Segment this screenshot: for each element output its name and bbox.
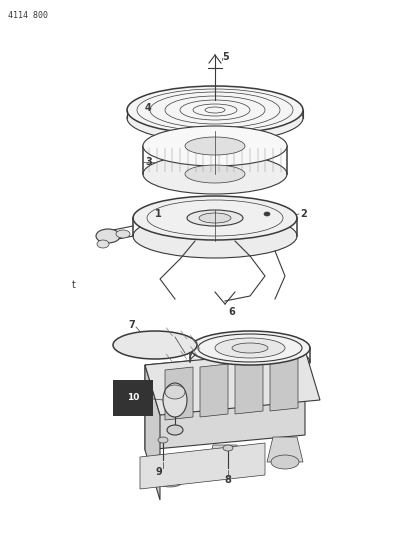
Ellipse shape [116, 230, 130, 238]
Ellipse shape [190, 331, 310, 365]
Polygon shape [207, 445, 243, 470]
Ellipse shape [199, 213, 231, 223]
Ellipse shape [215, 338, 285, 358]
Ellipse shape [143, 126, 287, 166]
Ellipse shape [271, 455, 299, 469]
Text: 2: 2 [300, 209, 307, 219]
Ellipse shape [211, 463, 239, 477]
Polygon shape [145, 365, 160, 500]
Ellipse shape [127, 94, 303, 142]
Ellipse shape [232, 343, 268, 353]
Polygon shape [267, 437, 303, 462]
Polygon shape [270, 358, 298, 411]
Ellipse shape [185, 137, 245, 155]
Ellipse shape [165, 385, 185, 399]
Polygon shape [145, 350, 305, 450]
Polygon shape [145, 350, 320, 415]
Text: 10: 10 [127, 393, 139, 402]
Ellipse shape [133, 214, 297, 258]
Ellipse shape [97, 240, 109, 248]
Text: 7: 7 [128, 320, 135, 330]
Ellipse shape [156, 473, 184, 487]
Text: t: t [72, 280, 76, 290]
Ellipse shape [113, 331, 197, 359]
Ellipse shape [158, 437, 168, 443]
Ellipse shape [127, 86, 303, 134]
Text: 8: 8 [224, 475, 231, 485]
Polygon shape [200, 364, 228, 417]
Text: 4: 4 [145, 103, 152, 113]
Ellipse shape [133, 196, 297, 240]
Ellipse shape [223, 445, 233, 451]
Text: 3: 3 [145, 157, 152, 167]
Ellipse shape [143, 154, 287, 194]
Ellipse shape [96, 229, 120, 243]
Polygon shape [235, 361, 263, 414]
Polygon shape [152, 455, 188, 480]
Text: 9: 9 [155, 467, 162, 477]
Ellipse shape [163, 383, 187, 417]
Polygon shape [140, 443, 265, 489]
Ellipse shape [190, 345, 310, 379]
Polygon shape [165, 367, 193, 420]
Text: 5: 5 [222, 52, 229, 62]
Ellipse shape [264, 212, 270, 216]
Ellipse shape [187, 210, 243, 226]
Text: 6: 6 [228, 307, 235, 317]
Text: 4114 800: 4114 800 [8, 11, 48, 20]
Ellipse shape [167, 425, 183, 435]
Text: 1: 1 [155, 209, 162, 219]
Ellipse shape [185, 165, 245, 183]
